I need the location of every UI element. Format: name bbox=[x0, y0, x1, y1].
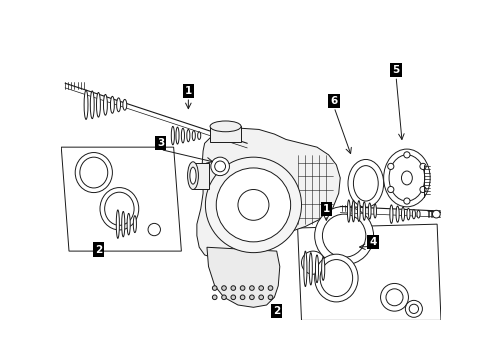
Circle shape bbox=[238, 189, 269, 220]
Circle shape bbox=[268, 295, 273, 300]
Circle shape bbox=[388, 163, 394, 170]
Ellipse shape bbox=[188, 162, 198, 189]
Text: 2: 2 bbox=[273, 306, 280, 316]
Ellipse shape bbox=[110, 96, 114, 113]
Text: 4: 4 bbox=[369, 237, 376, 247]
Ellipse shape bbox=[315, 254, 358, 302]
Ellipse shape bbox=[412, 210, 416, 219]
Ellipse shape bbox=[353, 166, 378, 201]
Circle shape bbox=[216, 168, 291, 242]
Circle shape bbox=[240, 295, 245, 300]
Text: 5: 5 bbox=[392, 65, 400, 75]
Circle shape bbox=[215, 161, 225, 172]
Ellipse shape bbox=[363, 202, 366, 220]
Ellipse shape bbox=[390, 205, 393, 223]
Polygon shape bbox=[61, 147, 181, 251]
Ellipse shape bbox=[304, 251, 307, 287]
Polygon shape bbox=[297, 224, 441, 320]
Circle shape bbox=[268, 286, 273, 291]
Circle shape bbox=[301, 251, 325, 274]
Circle shape bbox=[315, 206, 373, 265]
Circle shape bbox=[433, 210, 440, 218]
Ellipse shape bbox=[347, 200, 350, 222]
Ellipse shape bbox=[80, 157, 108, 188]
Circle shape bbox=[420, 186, 426, 193]
Ellipse shape bbox=[190, 167, 196, 184]
Circle shape bbox=[212, 286, 217, 291]
Ellipse shape bbox=[100, 188, 139, 230]
Circle shape bbox=[231, 295, 236, 300]
Text: 1: 1 bbox=[323, 204, 330, 214]
Ellipse shape bbox=[187, 130, 190, 142]
Ellipse shape bbox=[396, 206, 399, 222]
Circle shape bbox=[388, 186, 394, 193]
Ellipse shape bbox=[123, 99, 127, 110]
Circle shape bbox=[221, 295, 226, 300]
Ellipse shape bbox=[210, 121, 241, 132]
Circle shape bbox=[211, 157, 229, 176]
Circle shape bbox=[420, 163, 426, 170]
Circle shape bbox=[221, 286, 226, 291]
Ellipse shape bbox=[368, 203, 371, 219]
Ellipse shape bbox=[389, 155, 425, 201]
Ellipse shape bbox=[320, 260, 353, 297]
Text: 1: 1 bbox=[185, 86, 192, 96]
Ellipse shape bbox=[127, 213, 130, 235]
Ellipse shape bbox=[352, 200, 355, 222]
Circle shape bbox=[205, 157, 301, 253]
Ellipse shape bbox=[374, 204, 376, 218]
Ellipse shape bbox=[172, 126, 174, 145]
Ellipse shape bbox=[103, 94, 107, 115]
Ellipse shape bbox=[192, 131, 196, 141]
Ellipse shape bbox=[309, 253, 312, 285]
Circle shape bbox=[409, 304, 418, 314]
Circle shape bbox=[404, 198, 410, 204]
Ellipse shape bbox=[384, 149, 430, 207]
Circle shape bbox=[386, 289, 403, 306]
Circle shape bbox=[381, 283, 409, 311]
Text: 6: 6 bbox=[330, 96, 338, 106]
Ellipse shape bbox=[176, 127, 179, 144]
Ellipse shape bbox=[321, 257, 325, 280]
Ellipse shape bbox=[417, 210, 420, 218]
Ellipse shape bbox=[407, 208, 410, 220]
Ellipse shape bbox=[358, 201, 360, 221]
Circle shape bbox=[240, 286, 245, 291]
Ellipse shape bbox=[316, 255, 318, 283]
Ellipse shape bbox=[348, 159, 384, 207]
Circle shape bbox=[405, 300, 422, 317]
Ellipse shape bbox=[84, 90, 88, 120]
Circle shape bbox=[249, 286, 254, 291]
Bar bbox=[210, 126, 241, 142]
Ellipse shape bbox=[197, 132, 201, 139]
Bar bbox=[193, 163, 209, 189]
Circle shape bbox=[212, 295, 217, 300]
Ellipse shape bbox=[401, 207, 405, 221]
Ellipse shape bbox=[181, 128, 184, 143]
Ellipse shape bbox=[117, 98, 121, 112]
Text: 3: 3 bbox=[157, 138, 164, 148]
Ellipse shape bbox=[133, 216, 136, 233]
Circle shape bbox=[404, 152, 410, 158]
Text: 2: 2 bbox=[95, 244, 102, 255]
Ellipse shape bbox=[75, 153, 112, 193]
Ellipse shape bbox=[116, 210, 120, 238]
Ellipse shape bbox=[105, 192, 134, 225]
Circle shape bbox=[148, 223, 160, 236]
Circle shape bbox=[231, 286, 236, 291]
Circle shape bbox=[249, 295, 254, 300]
Polygon shape bbox=[207, 247, 280, 307]
Ellipse shape bbox=[97, 93, 100, 117]
Circle shape bbox=[322, 214, 366, 257]
Ellipse shape bbox=[90, 91, 94, 119]
Circle shape bbox=[259, 286, 264, 291]
Polygon shape bbox=[197, 128, 340, 259]
Ellipse shape bbox=[401, 171, 412, 185]
Ellipse shape bbox=[122, 211, 125, 237]
Circle shape bbox=[259, 295, 264, 300]
